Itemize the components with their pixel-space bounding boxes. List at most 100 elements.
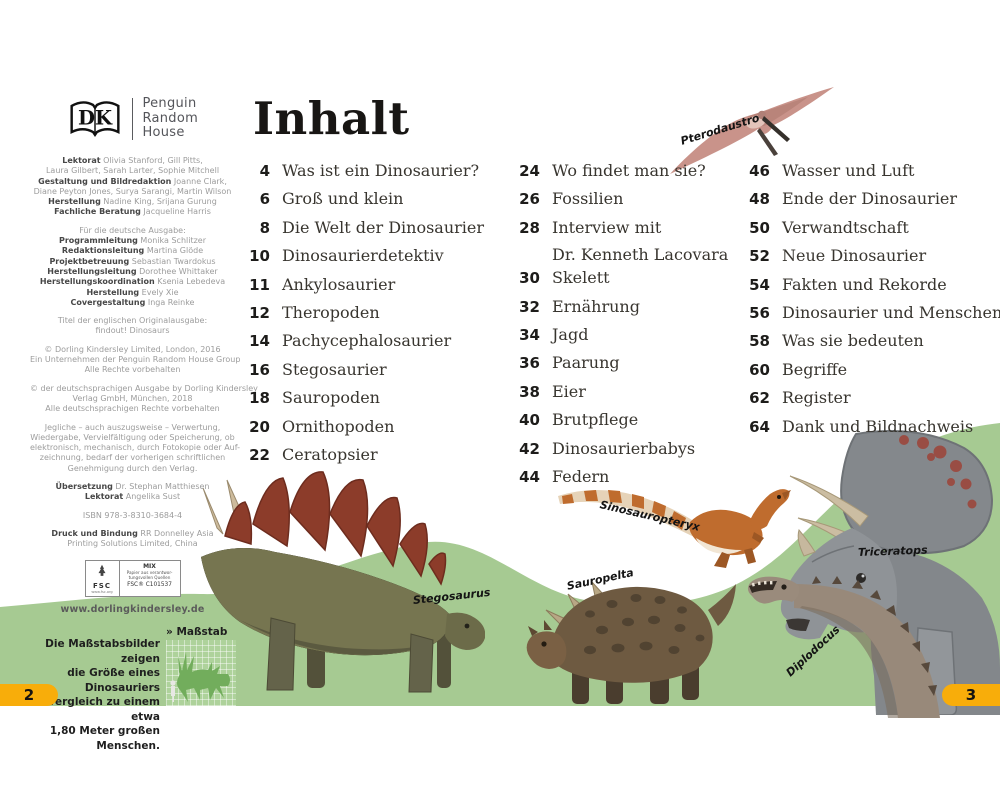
toc-entry: 14 Pachycephalosaurier <box>236 331 486 359</box>
toc-page-number: 36 <box>519 354 540 373</box>
credits-role-label: Druck und Bindung <box>51 528 138 538</box>
toc-entry-title: Fossilien <box>552 189 624 209</box>
toc-entry-title: Groß und klein <box>282 189 404 209</box>
toc-entry-title: Wo findet man sie? <box>552 161 706 180</box>
toc-entry: 38 Eier <box>506 382 736 410</box>
credits-line: Printing Solutions Limited, China <box>30 539 235 549</box>
fsc-certification-box: FSC www.fsc.org MIX Papier aus verantwor… <box>84 559 181 597</box>
toc-entry-title: Ende der Dinosaurier <box>782 189 958 209</box>
credits-value: Für die deutsche Ausgabe: <box>79 225 186 235</box>
credits-value: Evely Xie <box>139 287 179 297</box>
credits-line: zeichnung, bedarf der vorherigen schrift… <box>30 453 235 463</box>
toc-page-number: 44 <box>519 467 540 486</box>
credits-line: ISBN 978-3-8310-3684-4 <box>30 511 235 521</box>
credits-line: Laura Gilbert, Sarah Larter, Sophie Mitc… <box>30 166 235 176</box>
credits-block: Druck und Bindung RR Donnelley Asia Print… <box>30 529 235 550</box>
credits-line: findout! Dinosaurs <box>30 326 235 336</box>
toc-entry-title: Interview mit <box>552 217 662 237</box>
toc-page-number: 16 <box>249 360 270 379</box>
credits-value: Genehmigung durch den Verlag. <box>67 463 198 473</box>
credits-value: Nadine King, Srijana Gurung <box>100 197 217 207</box>
toc-column-3: 46 Wasser und Luft 48 Ende der Dinosaurier 5… <box>736 161 1000 445</box>
toc-entry: 52 Neue Dinosaurier <box>736 246 976 274</box>
credits-value: Wiedergabe, Vervielfältigung oder Speich… <box>30 432 235 442</box>
toc-column-2: 24 Wo findet man sie? 26 Fossilien 28 Intervi… <box>506 161 736 495</box>
toc-entry: 44 Federn <box>506 467 736 495</box>
credits-value: Inga Reinke <box>145 297 195 307</box>
credits-line: © Dorling Kindersley Limited, London, 20… <box>30 345 235 355</box>
credits-line: Programmleitung Monika Schlitzer <box>30 236 235 246</box>
credits-line: Lektorat Olivia Stanford, Gill Pitts, <box>30 156 235 166</box>
toc-entry-title: Ernährung <box>552 296 640 316</box>
credits-line: Herstellungskoordination Ksenia Lebedeva <box>30 277 235 287</box>
credits-role-label: Programmleitung <box>58 236 138 246</box>
credits-role-label: Herstellungskoordination <box>39 277 155 287</box>
credits-value: Angelika Sust <box>123 492 181 502</box>
credits-block: Lektorat Olivia Stanford, Gill Pitts, Lau… <box>30 156 235 218</box>
credits-value: elektronisch, mechanisch, durch Fotokopi… <box>30 443 241 453</box>
publisher-logo-row: DK Penguin Random House <box>30 96 235 142</box>
diplodocus-image <box>747 576 940 718</box>
page-title-inhalt: Inhalt <box>253 92 410 145</box>
credits-value: Martina Glöde <box>144 246 204 256</box>
credits-block: Übersetzung Dr. Stephan Matthiesen Lektor… <box>30 482 235 503</box>
credits-role-label: Fachliche Beratung <box>54 207 141 217</box>
toc-entry-title: Die Welt der Dinosaurier <box>282 217 485 237</box>
toc-entry-title: Stegosaurier <box>282 359 387 379</box>
credits-value: Printing Solutions Limited, China <box>67 539 198 549</box>
toc-entry: 36 Paarung <box>506 353 736 381</box>
toc-entry: 54 Fakten und Rekorde <box>736 275 976 303</box>
toc-entry: 62 Register <box>736 388 976 416</box>
toc-entry-title: Was sie bedeuten <box>782 331 924 351</box>
toc-page-number: 11 <box>249 275 270 294</box>
toc-page-number: 8 <box>259 218 270 237</box>
credits-line: Verlag GmbH, München, 2018 <box>30 394 235 404</box>
toc-page-number: 6 <box>259 190 270 209</box>
massstab-label: » Maßstab <box>166 626 228 638</box>
pterodaustro-image <box>670 87 834 174</box>
toc-entry: 30 Skelett <box>506 268 736 296</box>
toc-entry: 22 Ceratopsier <box>236 445 486 473</box>
credits-value: Olivia Stanford, Gill Pitts, <box>100 156 203 165</box>
credits-role-label: Herstellungsleitung <box>47 266 137 276</box>
toc-entry: 48 Ende der Dinosaurier <box>736 189 976 217</box>
toc-entry-title: Ceratopsier <box>282 444 378 464</box>
credits-block: Jegliche – auch auszugsweise – Verwertun… <box>30 423 240 474</box>
toc-page-number: 22 <box>249 445 270 464</box>
toc-entry-title: Federn <box>552 466 610 486</box>
credits-line: Genehmigung durch den Verlag. <box>30 464 235 474</box>
credits-value: Titel der englischen Originalausgabe: <box>57 316 208 326</box>
scale-note-line: Die Maßstabsbilder zeigen <box>45 638 160 665</box>
toc-column-1: 4 Was ist ein Dinosaurier? 6 Groß und klein… <box>236 161 486 473</box>
toc-entry: 40 Brutpflege <box>506 410 736 438</box>
credits-block: © der deutschsprachigen Ausgabe by Dorli… <box>30 384 258 415</box>
page-number-right: 3 <box>942 684 1000 706</box>
toc-page-number: 62 <box>749 389 770 408</box>
toc-entry: 64 Dank und Bildnachweis <box>736 417 976 445</box>
imprint-column: DK Penguin Random House Lektorat Olivia … <box>30 96 258 615</box>
toc-page-number: 38 <box>519 382 540 401</box>
credits-value: RR Donnelley Asia <box>137 528 214 538</box>
credits-value: Dr. Stephan Matthiesen <box>112 482 210 492</box>
toc-entry-title: Wasser und Luft <box>782 161 915 180</box>
stegosaurus-silhouette-icon <box>174 652 230 702</box>
toc-page-number: 50 <box>749 218 770 237</box>
credits-block: Titel der englischen Originalausgabe: fin… <box>30 316 235 337</box>
toc-page-number: 58 <box>749 332 770 351</box>
credits-value: Dorothee Whittaker <box>136 266 218 276</box>
toc-page-number: 14 <box>249 332 270 351</box>
toc-entry: 12 Theropoden <box>236 303 486 331</box>
credits-value: Verlag GmbH, München, 2018 <box>72 393 193 403</box>
credits-role-label: Lektorat <box>84 492 124 502</box>
toc-entry: 16 Stegosaurier <box>236 360 486 388</box>
credits-line: elektronisch, mechanisch, durch Fotokopi… <box>30 443 240 453</box>
toc-entry-title: Theropoden <box>282 302 380 322</box>
toc-entry-title: Fakten und Rekorde <box>782 274 947 294</box>
fsc-logo: FSC www.fsc.org <box>86 560 120 596</box>
dk-logo-letters: DK <box>78 107 113 130</box>
credits-line: Alle Rechte vorbehalten <box>30 365 235 375</box>
toc-entry-title: Dinosaurierdetektiv <box>282 246 444 266</box>
toc-page-number: 12 <box>249 303 270 322</box>
credits-line: Druck und Bindung RR Donnelley Asia <box>30 529 235 539</box>
toc-entry: 32 Ernährung <box>506 297 736 325</box>
